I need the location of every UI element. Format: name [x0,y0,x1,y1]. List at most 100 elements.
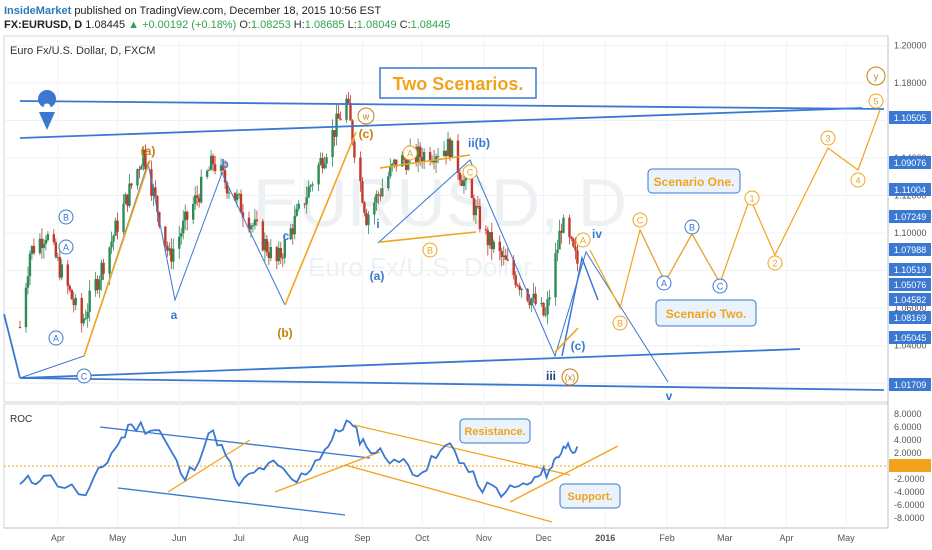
time-axis: Apr May Jun Jul Aug Sep Oct Nov Dec 2016 Feb Mar Apr… [51,533,855,543]
price-tag [889,111,931,124]
candle-body [514,275,517,286]
candle-body [448,138,452,158]
support-label: Support. [567,491,612,503]
wave-label-circle-orange-c-ring [462,164,478,180]
resistance-box[interactable] [459,418,531,444]
watermark-symbol: EURUSD, D [253,165,627,241]
wave-label-circle-orange-b-2-ring [612,315,628,331]
roc-series-line [19,419,579,499]
candle-body [395,159,398,167]
candle-body [52,234,56,243]
candle-body [172,248,175,262]
candle-body [291,228,294,235]
candle-body [277,248,281,262]
location-pin-tail [39,112,55,130]
price-tag-label: 1.11004 [894,185,926,195]
candle-body [428,151,432,162]
wave-label-circle-orange-5-text: 5 [873,97,878,107]
title-box[interactable] [379,67,537,99]
time-tick-label: Apr [51,533,65,543]
candle-body [502,255,505,257]
candle-body [170,248,173,262]
candle-body [18,326,22,328]
scenario-one-box[interactable] [647,168,741,194]
candle-body [239,193,243,213]
candle-body [470,176,474,199]
lower-trendline-2 [19,377,885,391]
candle-body [492,241,496,250]
wave-label-circle-blue-b: B [58,209,74,225]
candle-body [295,208,298,216]
wave-label-circle-orange-2: 2 [767,255,783,271]
candle-body [534,293,537,305]
candle-body [393,159,396,164]
wave-label-circle-blue-a-2-ring [656,275,672,291]
candle-body [325,157,328,164]
low-value: 1.08049 [356,19,397,31]
candle-body [213,164,217,171]
candle-body [164,226,167,246]
time-tick-label: Jul [233,533,245,543]
candle-body [116,220,119,232]
candle-body [184,211,187,221]
candle-body [432,160,436,163]
candle-body [283,239,286,258]
lower-trendline [19,348,801,379]
candle-body [436,155,440,157]
candle-body [407,153,410,170]
candle-body [199,176,203,203]
upper-trendline-2 [19,107,863,139]
wave-label-circle-blue-a-3-text: A [53,334,59,344]
candle-body [379,195,382,197]
wave-label-circle-blue-c-2-ring [712,278,728,294]
scenario-two-box[interactable] [655,299,757,327]
price-tag-label: 1.04582 [894,295,927,305]
candle-body [335,113,338,137]
candle-body [205,170,209,177]
candle-body [319,158,322,165]
candle-body [542,302,545,316]
support-box[interactable] [559,483,621,509]
wave-labels: a b c i (a) ii(b) iii (c) iv v (a) (b) (c) w (x) A A B B C C… [48,66,886,403]
blue-wave-recent [561,255,599,357]
candle-body [191,204,195,220]
location-pin-icon[interactable] [38,90,57,108]
candle-body [66,264,69,286]
candle-body [74,297,77,306]
candle-body [498,241,501,252]
price-tag [889,378,931,391]
wave-label-x-text: (x) [565,373,576,383]
price-tag [889,278,931,291]
candle-body [46,234,50,241]
candle-body [560,230,563,233]
orange-channel-bottom [379,231,477,243]
wave-label-circle-orange-5-ring [868,93,884,109]
wave-label-circle-orange-b-2-text: B [617,319,623,329]
wave-label-circle-orange-a-2-text: A [580,236,586,246]
candle-body [253,219,257,226]
candle-body [60,264,64,278]
candle-body [506,259,509,261]
wave-label-circle-blue-a-text: A [63,243,69,253]
candle-body [54,242,58,258]
price-tick-label: 1.20000 [894,40,927,50]
candle-body [351,120,354,142]
candle-body [102,262,105,274]
candle-body [86,311,89,319]
time-tick-label: Dec [536,533,553,543]
candle-body [554,253,557,298]
candle-body [275,247,279,262]
candle-body [128,183,131,206]
wave-label-circle-orange-3: 3 [820,130,836,146]
candle-body [331,130,334,158]
author-name[interactable]: InsideMarket [4,5,72,17]
wave-label-iii: iii [546,369,556,383]
candle-body [154,187,157,196]
candle-body [72,299,75,306]
price-tag [889,293,931,306]
candle-body [297,203,300,209]
candle-body [80,297,83,324]
wave-label-a: a [171,308,178,322]
candle-body [540,302,543,305]
